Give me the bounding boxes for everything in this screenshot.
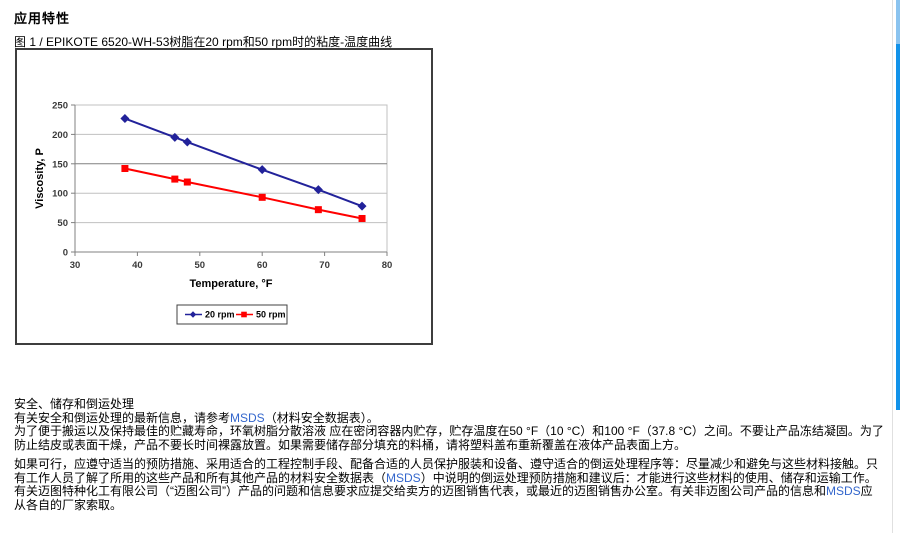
text-segment: 如果可行，应遵守适当的预防措施、采用适合的工程控制手段、配备合适的人员保护服装和… [14,457,879,485]
text-segment: 为了便于搬运以及保持最佳的贮藏寿命，环氧树脂分散溶液 应在密闭容器内贮存，贮存温… [14,424,884,452]
data-point-diamond [170,132,180,142]
scrollbar-thumb[interactable] [896,44,900,410]
data-point-diamond [120,114,130,124]
data-point-square [121,165,129,173]
y-tick-label: 200 [52,130,68,141]
safety-paragraph: 如果可行，应遵守适当的预防措施、采用适合的工程控制手段、配备合适的人员保护服装和… [14,457,884,512]
legend-label: 20 rpm [205,310,235,320]
data-point-square [358,214,366,222]
x-tick-label: 60 [257,260,268,271]
safety-heading: 安全、储存和倒运处理 [14,397,135,411]
series-line-20-rpm [124,117,363,208]
data-point-square [183,178,191,186]
safety-paragraph: 为了便于搬运以及保持最佳的贮藏寿命，环氧树脂分散溶液 应在密闭容器内贮存，贮存温… [14,424,884,452]
text-segment: （材料安全数据表）。 [264,410,379,425]
x-tick-label: 30 [70,260,81,271]
page-title: 应用特性 [14,11,71,26]
scrollbar[interactable] [892,0,900,533]
y-axis-title: Viscosity, P [34,148,46,209]
x-tick-label: 40 [132,260,143,271]
y-tick-label: 250 [52,101,68,112]
safety-paragraph: 有关安全和倒运处理的最新信息，请参考MSDS（材料安全数据表）。 [14,410,884,426]
x-tick-label: 80 [382,260,393,271]
legend-label: 50 rpm [256,310,286,320]
data-point-diamond [313,185,323,195]
plot-area-border [74,104,388,253]
data-point-square [171,175,179,183]
y-tick-label: 50 [57,218,68,229]
series-line-50-rpm [124,167,363,220]
x-tick-label: 70 [319,260,330,271]
msds-link[interactable]: MSDS [386,470,421,485]
text-segment: 应从各自的厂家索取。 [14,484,873,512]
text-segment: 有关安全和倒运处理的最新信息，请参考 [14,410,231,425]
data-point-square [258,193,266,201]
legend-box [176,304,288,325]
y-tick-label: 0 [63,248,68,259]
x-axis-title: Temperature, °F [189,278,272,290]
x-tick-label: 50 [195,260,206,271]
viscosity-figure: 0 50 100 150 200 250 30 40 50 60 70 80 Temperature, … [15,48,433,345]
data-point-diamond [257,165,267,175]
y-tick-label: 150 [52,159,68,170]
data-point-diamond [189,311,197,318]
data-point-diamond [182,137,192,147]
data-point-square [314,206,322,214]
data-point-diamond [357,201,367,211]
data-point-square [241,311,247,318]
safety-section: 安全、储存和倒运处理 有关安全和倒运处理的最新信息，请参考MSDS（材料安全数据… [14,397,884,512]
msds-link[interactable]: MSDS [826,484,861,498]
viscosity-temperature-chart: 0 50 100 150 200 250 30 40 50 60 70 80 Temperature, … [34,101,393,325]
msds-link[interactable]: MSDS [230,410,265,425]
scrollbar-segment-top[interactable] [896,0,900,44]
figure-caption: 图 1 / EPIKOTE 6520-WH-53树脂在20 rpm和50 rpm… [14,35,393,49]
text-segment: ）中说明的倒运处理预防措施和建议后：才能进行这些材料的使用、储存和运输工作。有关… [14,470,877,498]
y-tick-label: 100 [52,189,68,200]
